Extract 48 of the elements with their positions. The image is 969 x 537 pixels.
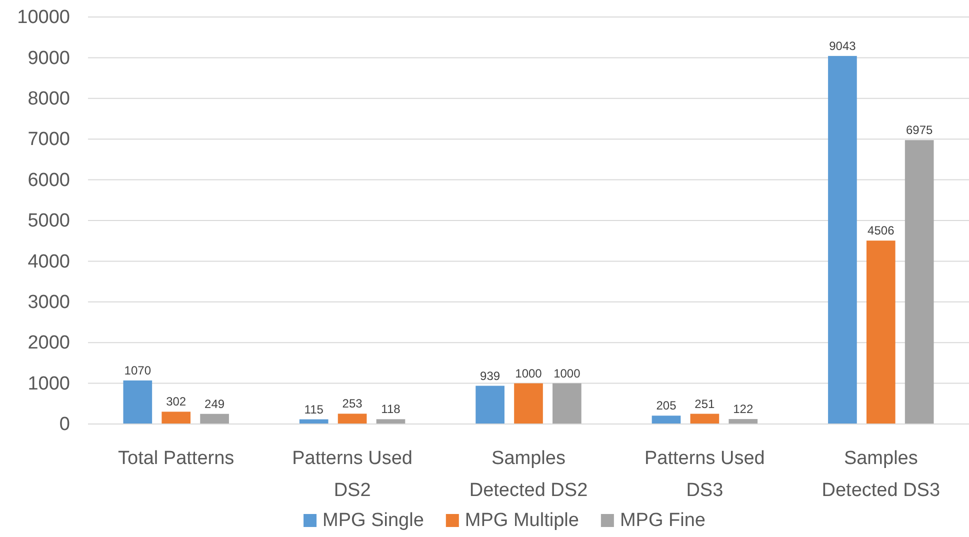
data-label: 939 [480,368,500,383]
y-tick-label: 9000 [28,48,70,69]
data-label: 249 [204,396,225,411]
bar [338,414,367,424]
bar [376,419,406,424]
data-label: 1000 [554,366,581,380]
data-label: 253 [342,396,363,411]
y-tick-label: 7000 [28,129,70,150]
data-label: 9043 [829,38,856,53]
bar [476,386,504,424]
data-label: 251 [694,396,716,411]
legend-label: MPG Fine [620,510,706,531]
x-tick-label: Patterns Used DS3 [644,448,765,501]
data-label: 6975 [906,123,934,138]
y-tick-label: 0 [59,414,70,436]
bar [828,56,857,424]
y-tick-label: 5000 [28,210,70,232]
bar [728,419,758,424]
data-label: 118 [381,402,401,416]
x-tick-label: Samples Detected DS2 [469,448,588,501]
bar [866,240,896,424]
bar [690,414,720,424]
y-tick-label: 2000 [28,332,70,354]
y-tick-label: 8000 [28,88,70,110]
data-label: 4506 [868,224,895,238]
y-tick-label: 4000 [28,251,70,272]
data-label: 205 [656,398,677,413]
data-label: 1070 [124,363,152,378]
bar [904,140,934,424]
bar [162,412,191,424]
y-tick-label: 10000 [17,7,70,28]
data-label: 122 [733,402,754,416]
bar [200,414,229,424]
y-tick-label: 6000 [28,170,70,191]
data-label: 1000 [515,366,542,380]
y-tick-label: 1000 [28,373,70,394]
legend-label: MPG Multiple [464,510,579,531]
data-label: 302 [166,394,186,409]
x-tick-label: Total Patterns [118,448,234,469]
bar [123,380,152,424]
y-tick-label: 3000 [28,292,70,313]
data-label: 115 [304,402,324,416]
bar [652,416,681,424]
bar [552,383,582,424]
x-tick-label: Samples Detected DS3 [822,448,940,501]
legend-label: MPG Single [322,510,424,531]
x-tick-label: Patterns Used DS2 [292,448,413,501]
bar [514,383,543,424]
